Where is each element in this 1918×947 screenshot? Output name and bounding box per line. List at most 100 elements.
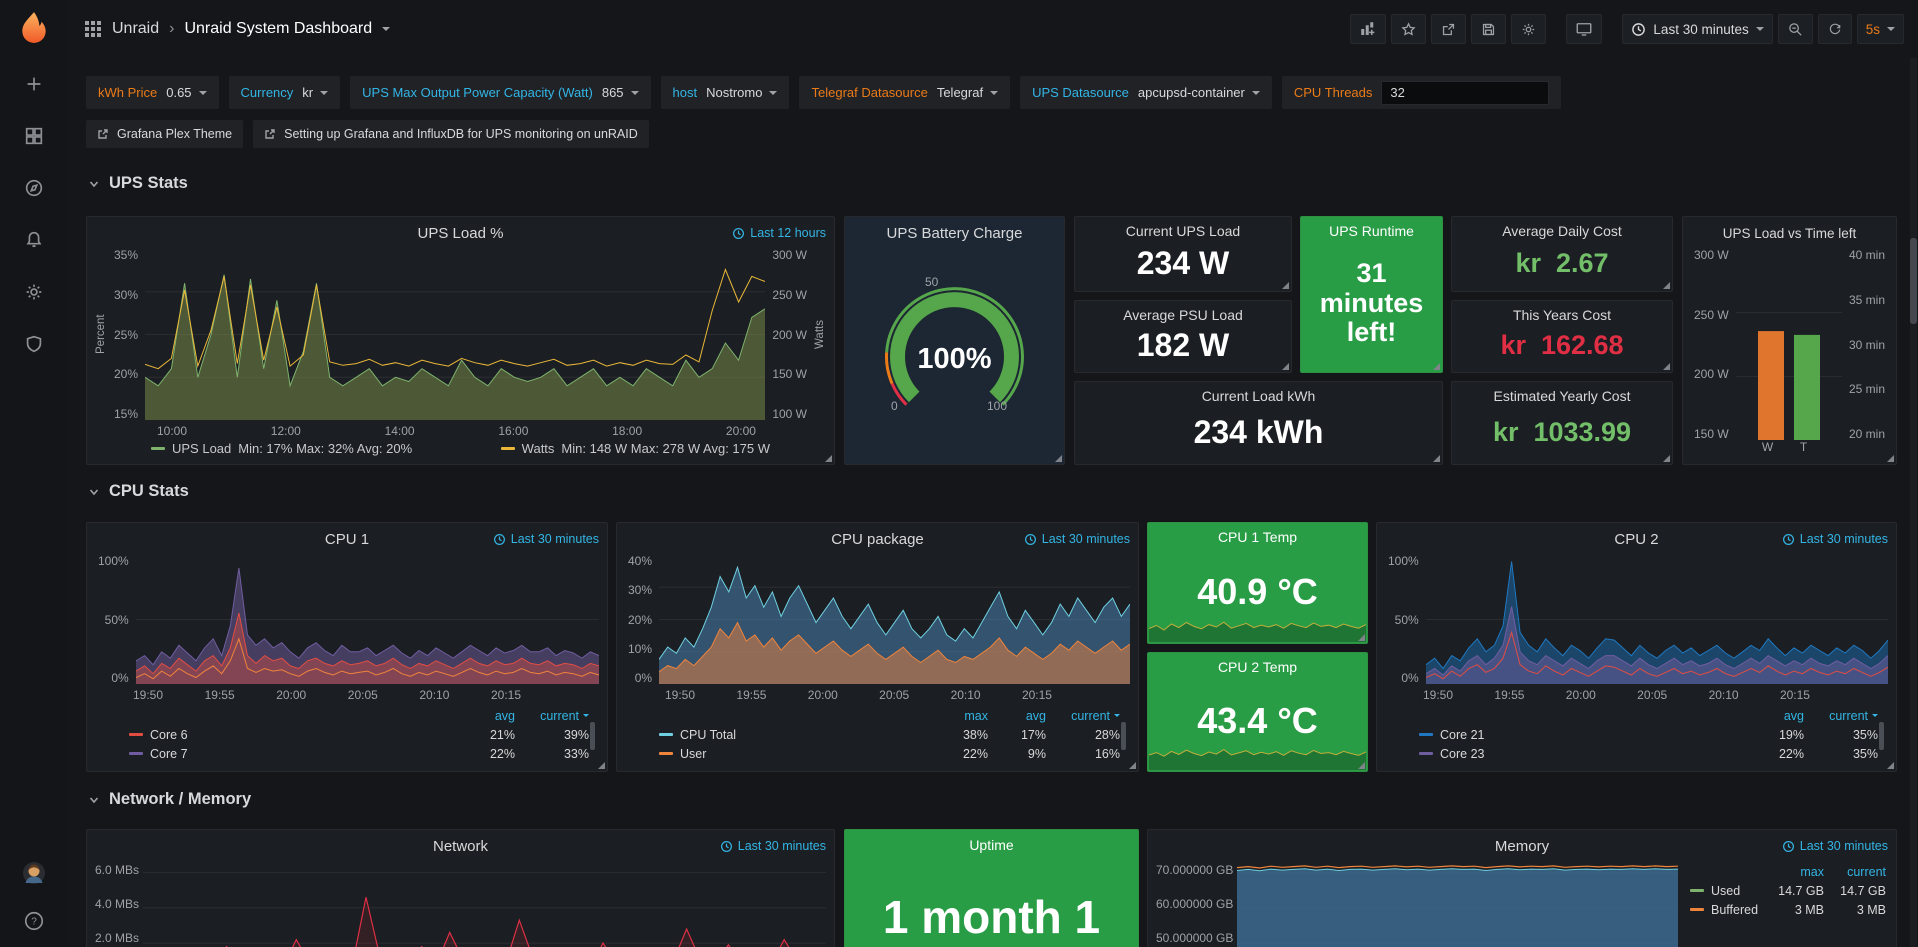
legend-series-name[interactable]: CPU Total: [680, 727, 737, 742]
ups-load-chart[interactable]: [145, 249, 766, 420]
legend-col-header[interactable]: max: [1800, 864, 1824, 879]
apps-grid-icon[interactable]: [84, 20, 102, 38]
legend-series-name[interactable]: Core 6: [150, 727, 188, 742]
cycle-view-mode-tv-icon[interactable]: [1566, 14, 1603, 44]
section-network-memory[interactable]: Network / Memory: [88, 790, 251, 809]
configuration-gear-icon[interactable]: [22, 280, 46, 304]
panel-title[interactable]: Current Load kWh: [1201, 388, 1316, 404]
variable-value-dropdown[interactable]: kr: [302, 85, 329, 100]
panel-title[interactable]: CPU 2 Temp: [1217, 659, 1298, 675]
legend-col-header-sorted[interactable]: current: [1804, 709, 1878, 723]
dashboard-settings-gear-icon[interactable]: [1511, 14, 1547, 44]
variable-value-dropdown[interactable]: apcupsd-container: [1138, 85, 1260, 100]
panel-title[interactable]: CPU 2: [1614, 531, 1659, 548]
network-chart[interactable]: [143, 862, 827, 947]
legend-col-header[interactable]: avg: [494, 708, 515, 723]
cpu-threads-input[interactable]: 32: [1381, 80, 1550, 105]
dashboard-switcher-caret-icon[interactable]: [382, 27, 391, 31]
panel-title[interactable]: CPU 1 Temp: [1217, 529, 1298, 545]
legend-series-name[interactable]: Core 21: [1440, 727, 1485, 742]
legend-col-header[interactable]: avg: [1025, 708, 1046, 723]
legend-series-name[interactable]: Core 23: [1440, 746, 1485, 761]
legend-col-header-sorted[interactable]: current: [1847, 864, 1886, 879]
stat-value: kr 2.67: [1515, 247, 1609, 278]
server-admin-shield-icon[interactable]: [22, 332, 46, 356]
cpu1-chart[interactable]: [135, 555, 599, 684]
legend-col-header[interactable]: avg: [1783, 708, 1804, 723]
panel-title[interactable]: UPS Load vs Time left: [1722, 226, 1857, 241]
legend-series-name[interactable]: Used: [1711, 883, 1741, 898]
grafana-logo[interactable]: [17, 10, 51, 44]
panel-time-override[interactable]: Last 12 hours: [732, 226, 826, 240]
variable-value-dropdown[interactable]: Telegraf: [937, 85, 999, 100]
add-panel-button[interactable]: [1350, 14, 1387, 44]
panel-title[interactable]: CPU 1: [324, 531, 370, 548]
legend-series-name[interactable]: User: [680, 746, 707, 761]
ups-bar-chart[interactable]: [1735, 249, 1842, 440]
zoom-out-time-button[interactable]: [1777, 14, 1813, 44]
breadcrumb-dashboard-title[interactable]: Unraid System Dashboard: [184, 20, 373, 37]
star-dashboard-button[interactable]: [1391, 14, 1427, 44]
alerting-bell-icon[interactable]: [22, 228, 46, 252]
link-ups-monitoring-guide[interactable]: Setting up Grafana and InfluxDB for UPS …: [253, 120, 649, 148]
page-scrollbar-track[interactable]: [1910, 58, 1917, 947]
legend-series-stats: Min: 17% Max: 32% Avg: 20%: [238, 441, 413, 456]
panel-title[interactable]: Uptime: [969, 837, 1014, 853]
legend-col-header-sorted[interactable]: current: [515, 709, 589, 723]
series-color-dash: [129, 752, 143, 755]
refresh-button[interactable]: [1817, 14, 1852, 44]
explore-icon[interactable]: [22, 176, 46, 200]
legend-scrollbar[interactable]: [1121, 722, 1126, 750]
time-range-picker[interactable]: Last 30 minutes: [1622, 14, 1773, 44]
dashboards-icon[interactable]: [22, 124, 46, 148]
page-scrollbar-thumb[interactable]: [1910, 238, 1917, 324]
cpu2-chart[interactable]: [1425, 555, 1888, 684]
create-icon[interactable]: [22, 72, 46, 96]
link-grafana-plex-theme[interactable]: Grafana Plex Theme: [86, 120, 244, 148]
panel-title[interactable]: Average PSU Load: [1123, 307, 1243, 323]
legend-scrollbar[interactable]: [590, 722, 595, 750]
y-axis-ticks: 100% 50% 0%: [98, 554, 129, 685]
legend-series-name[interactable]: Core 7: [150, 746, 188, 761]
panel-time-override[interactable]: Last 30 minutes: [493, 532, 599, 546]
panel-title[interactable]: Memory: [1494, 838, 1550, 855]
refresh-interval-picker[interactable]: 5s: [1856, 14, 1904, 44]
panel-time-override[interactable]: Last 30 minutes: [1782, 839, 1888, 853]
memory-chart[interactable]: [1237, 862, 1679, 947]
panel-title[interactable]: This Years Cost: [1512, 307, 1612, 323]
panel-title[interactable]: UPS Load %: [417, 225, 504, 242]
legend-series-name[interactable]: Watts: [521, 441, 555, 456]
panel-title[interactable]: UPS Runtime: [1329, 223, 1414, 239]
legend-col-header-sorted[interactable]: current: [1046, 709, 1120, 723]
variable-value-dropdown[interactable]: Nostromo: [706, 85, 778, 100]
variable-value-dropdown[interactable]: 0.65: [166, 85, 207, 100]
section-cpu-stats[interactable]: CPU Stats: [88, 482, 189, 501]
external-link-icon: [265, 129, 275, 139]
gauge-tick-max: 100: [987, 399, 1008, 413]
gauge-tick-mid: 50: [925, 275, 939, 289]
variable-value-dropdown[interactable]: 865: [602, 85, 639, 100]
panel-time-override[interactable]: Last 30 minutes: [720, 839, 826, 853]
share-dashboard-button[interactable]: [1431, 14, 1467, 44]
panel-title[interactable]: Current UPS Load: [1125, 223, 1241, 239]
panel-time-override[interactable]: Last 30 minutes: [1782, 532, 1888, 546]
battery-gauge[interactable]: [853, 249, 1056, 456]
panel-title[interactable]: Estimated Yearly Cost: [1493, 388, 1631, 404]
legend-scrollbar[interactable]: [1879, 722, 1884, 750]
cpu-package-chart[interactable]: [659, 555, 1131, 684]
legend-series-name[interactable]: UPS Load: [172, 441, 232, 456]
help-icon[interactable]: ?: [22, 909, 46, 933]
panel-title[interactable]: CPU package: [831, 531, 924, 548]
panel-title[interactable]: Network: [432, 838, 488, 855]
legend-col-header[interactable]: max: [964, 708, 988, 723]
save-dashboard-button[interactable]: [1471, 14, 1507, 44]
sort-caret-icon: [1114, 714, 1120, 717]
panel-title[interactable]: UPS Battery Charge: [886, 225, 1023, 242]
user-avatar[interactable]: [22, 861, 46, 885]
panel-title[interactable]: Average Daily Cost: [1502, 223, 1622, 239]
section-ups-stats[interactable]: UPS Stats: [88, 174, 188, 193]
breadcrumb-org[interactable]: Unraid: [112, 20, 160, 37]
legend-series-name[interactable]: Buffered: [1711, 902, 1759, 917]
panel-time-override[interactable]: Last 30 minutes: [1024, 532, 1130, 546]
legend-item: Watts Min: 148 W Max: 278 W Avg: 175 W: [500, 441, 770, 456]
